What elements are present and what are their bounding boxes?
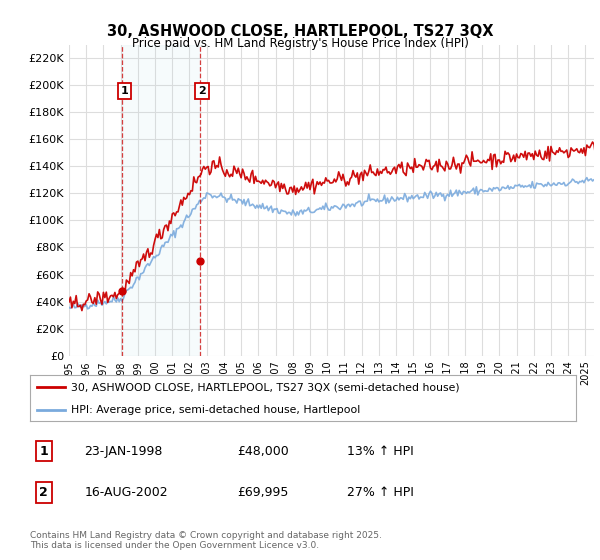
Text: 23-JAN-1998: 23-JAN-1998: [85, 445, 163, 458]
Point: [195, 256, 205, 265]
Text: £48,000: £48,000: [238, 445, 289, 458]
Text: 1: 1: [39, 445, 48, 458]
Text: 2: 2: [198, 86, 206, 96]
Bar: [122, 45, 200, 356]
Text: 30, ASHWOOD CLOSE, HARTLEPOOL, TS27 3QX: 30, ASHWOOD CLOSE, HARTLEPOOL, TS27 3QX: [107, 24, 493, 39]
Text: 13% ↑ HPI: 13% ↑ HPI: [347, 445, 413, 458]
Text: £69,995: £69,995: [238, 486, 289, 499]
Text: Contains HM Land Registry data © Crown copyright and database right 2025.
This d: Contains HM Land Registry data © Crown c…: [30, 531, 382, 550]
Text: Price paid vs. HM Land Registry's House Price Index (HPI): Price paid vs. HM Land Registry's House …: [131, 37, 469, 50]
Text: 1: 1: [121, 86, 128, 96]
Text: HPI: Average price, semi-detached house, Hartlepool: HPI: Average price, semi-detached house,…: [71, 405, 360, 415]
Text: 16-AUG-2002: 16-AUG-2002: [85, 486, 168, 499]
Point: [117, 286, 127, 295]
Text: 30, ASHWOOD CLOSE, HARTLEPOOL, TS27 3QX (semi-detached house): 30, ASHWOOD CLOSE, HARTLEPOOL, TS27 3QX …: [71, 382, 460, 392]
Text: 27% ↑ HPI: 27% ↑ HPI: [347, 486, 413, 499]
Text: 2: 2: [39, 486, 48, 499]
